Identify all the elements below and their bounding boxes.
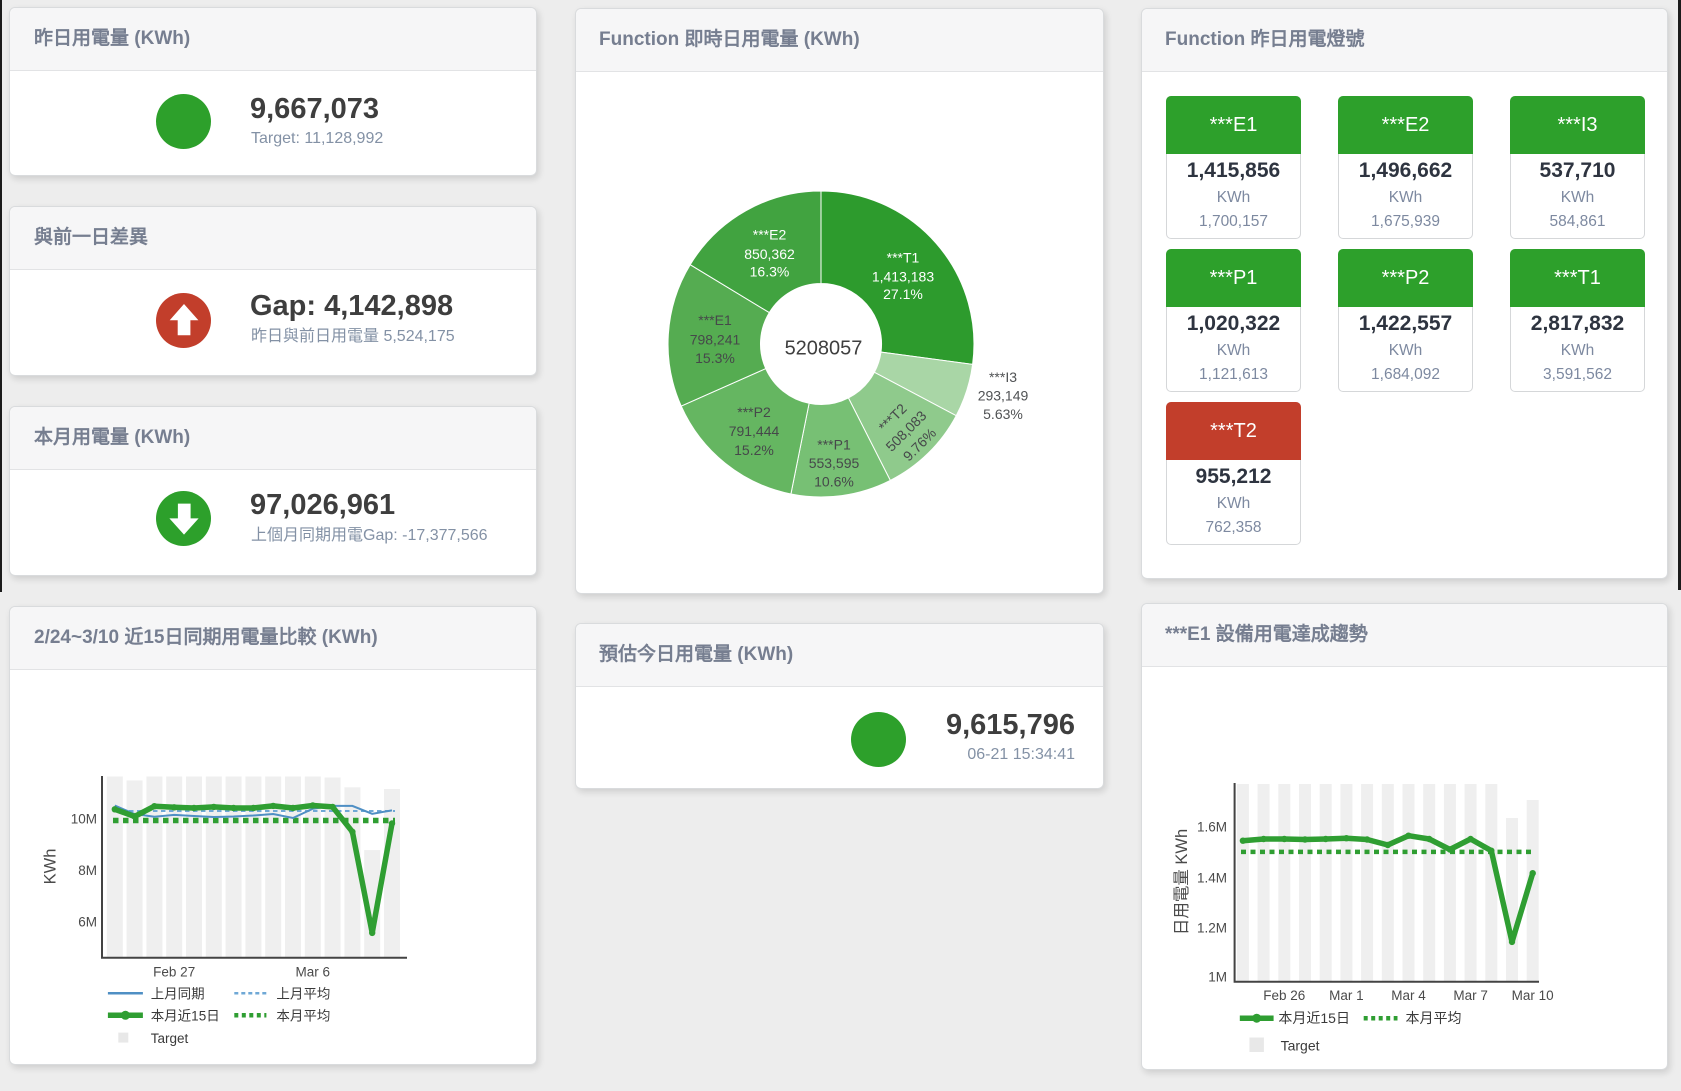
svg-text:本月近15日: 本月近15日 <box>151 1008 220 1023</box>
svg-text:Mar 6: Mar 6 <box>296 965 331 980</box>
svg-text:Mar 7: Mar 7 <box>1453 988 1488 1003</box>
svg-text:791,444: 791,444 <box>729 423 780 439</box>
svg-text:上月同期: 上月同期 <box>151 986 205 1001</box>
svg-text:日用電量 KWh: 日用電量 KWh <box>1173 829 1191 935</box>
svg-text:Target: Target <box>151 1031 189 1046</box>
svg-text:798,241: 798,241 <box>690 331 741 347</box>
svg-text:293,149: 293,149 <box>978 387 1029 403</box>
svg-text:***E2: ***E2 <box>753 226 787 242</box>
svg-text:***E1: ***E1 <box>698 312 732 328</box>
svg-text:Mar 10: Mar 10 <box>1512 988 1554 1003</box>
svg-text:本月平均: 本月平均 <box>1406 1010 1462 1026</box>
svg-text:***I3: ***I3 <box>989 369 1017 385</box>
svg-text:5208057: 5208057 <box>785 338 863 360</box>
svg-text:Mar 1: Mar 1 <box>1329 988 1364 1003</box>
svg-text:850,362: 850,362 <box>744 246 795 262</box>
svg-text:10.6%: 10.6% <box>814 474 854 490</box>
svg-text:Feb 26: Feb 26 <box>1263 988 1305 1003</box>
svg-text:本月近15日: 本月近15日 <box>1278 1010 1350 1026</box>
svg-text:1.2M: 1.2M <box>1197 920 1227 935</box>
svg-text:***T1: ***T1 <box>887 249 920 265</box>
svg-text:5.63%: 5.63% <box>983 406 1023 422</box>
svg-text:16.3%: 16.3% <box>750 263 790 279</box>
svg-text:1.6M: 1.6M <box>1197 820 1227 835</box>
svg-text:***P2: ***P2 <box>737 404 771 420</box>
svg-text:***P1: ***P1 <box>817 437 851 453</box>
svg-text:15.2%: 15.2% <box>734 442 774 458</box>
svg-text:上月平均: 上月平均 <box>276 986 330 1001</box>
svg-text:8M: 8M <box>78 863 97 878</box>
svg-text:6M: 6M <box>78 914 97 929</box>
svg-text:553,595: 553,595 <box>809 455 860 471</box>
svg-text:Feb 27: Feb 27 <box>153 965 195 980</box>
svg-text:本月平均: 本月平均 <box>276 1008 330 1023</box>
svg-text:10M: 10M <box>71 811 97 826</box>
svg-text:1M: 1M <box>1208 970 1227 985</box>
svg-text:27.1%: 27.1% <box>883 286 923 302</box>
svg-text:1.4M: 1.4M <box>1197 870 1227 885</box>
svg-text:1,413,183: 1,413,183 <box>872 268 934 284</box>
svg-text:KWh: KWh <box>42 849 60 885</box>
svg-text:Target: Target <box>1281 1038 1320 1054</box>
svg-text:Mar 4: Mar 4 <box>1391 988 1426 1003</box>
svg-text:15.3%: 15.3% <box>695 350 735 366</box>
